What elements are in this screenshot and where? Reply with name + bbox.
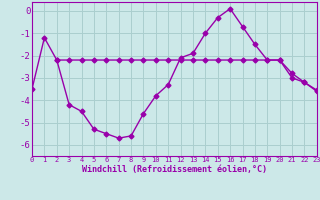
X-axis label: Windchill (Refroidissement éolien,°C): Windchill (Refroidissement éolien,°C) <box>82 165 267 174</box>
